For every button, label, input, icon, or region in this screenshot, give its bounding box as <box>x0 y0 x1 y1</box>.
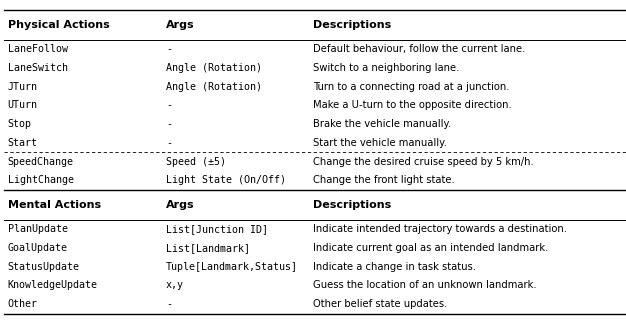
Text: Speed (±5): Speed (±5) <box>166 157 226 167</box>
Text: Stop: Stop <box>8 119 31 129</box>
Text: Physical Actions: Physical Actions <box>8 20 110 29</box>
Text: Change the front light state.: Change the front light state. <box>313 176 454 185</box>
Text: Args: Args <box>166 20 195 29</box>
Text: PlanUpdate: PlanUpdate <box>8 224 68 234</box>
Text: Indicate intended trajectory towards a destination.: Indicate intended trajectory towards a d… <box>313 224 567 234</box>
Text: JTurn: JTurn <box>8 82 38 91</box>
Text: Tuple[Landmark,Status]: Tuple[Landmark,Status] <box>166 262 298 272</box>
Text: Other: Other <box>8 299 38 309</box>
Text: Change the desired cruise speed by 5 km/h.: Change the desired cruise speed by 5 km/… <box>313 157 534 167</box>
Text: -: - <box>166 119 172 129</box>
Text: LaneSwitch: LaneSwitch <box>8 63 68 73</box>
Text: StatusUpdate: StatusUpdate <box>8 262 80 272</box>
Text: Start the vehicle manually.: Start the vehicle manually. <box>313 138 447 148</box>
Text: Indicate current goal as an intended landmark.: Indicate current goal as an intended lan… <box>313 243 548 253</box>
Text: Light State (On/Off): Light State (On/Off) <box>166 176 286 185</box>
Text: Guess the location of an unknown landmark.: Guess the location of an unknown landmar… <box>313 281 536 290</box>
Text: x,y: x,y <box>166 281 184 290</box>
Text: LaneFollow: LaneFollow <box>8 44 68 54</box>
Text: -: - <box>166 44 172 54</box>
Text: Start: Start <box>8 138 38 148</box>
Text: Indicate a change in task status.: Indicate a change in task status. <box>313 262 476 272</box>
Text: Angle (Rotation): Angle (Rotation) <box>166 82 262 91</box>
Text: Mental Actions: Mental Actions <box>8 200 101 210</box>
Text: List[Junction ID]: List[Junction ID] <box>166 224 268 234</box>
Text: Brake the vehicle manually.: Brake the vehicle manually. <box>313 119 451 129</box>
Text: KnowledgeUpdate: KnowledgeUpdate <box>8 281 98 290</box>
Text: Default behaviour, follow the current lane.: Default behaviour, follow the current la… <box>313 44 525 54</box>
Text: -: - <box>166 138 172 148</box>
Text: Other belief state updates.: Other belief state updates. <box>313 299 448 309</box>
Text: LightChange: LightChange <box>8 176 73 185</box>
Text: Angle (Rotation): Angle (Rotation) <box>166 63 262 73</box>
Text: Args: Args <box>166 200 195 210</box>
Text: Descriptions: Descriptions <box>313 200 391 210</box>
Text: GoalUpdate: GoalUpdate <box>8 243 68 253</box>
Text: -: - <box>166 299 172 309</box>
Text: SpeedChange: SpeedChange <box>8 157 73 167</box>
Text: -: - <box>166 100 172 110</box>
Text: Switch to a neighboring lane.: Switch to a neighboring lane. <box>313 63 459 73</box>
Text: Make a U-turn to the opposite direction.: Make a U-turn to the opposite direction. <box>313 100 511 110</box>
Text: Descriptions: Descriptions <box>313 20 391 29</box>
Text: Turn to a connecting road at a junction.: Turn to a connecting road at a junction. <box>313 82 510 91</box>
Text: UTurn: UTurn <box>8 100 38 110</box>
Text: List[Landmark]: List[Landmark] <box>166 243 250 253</box>
